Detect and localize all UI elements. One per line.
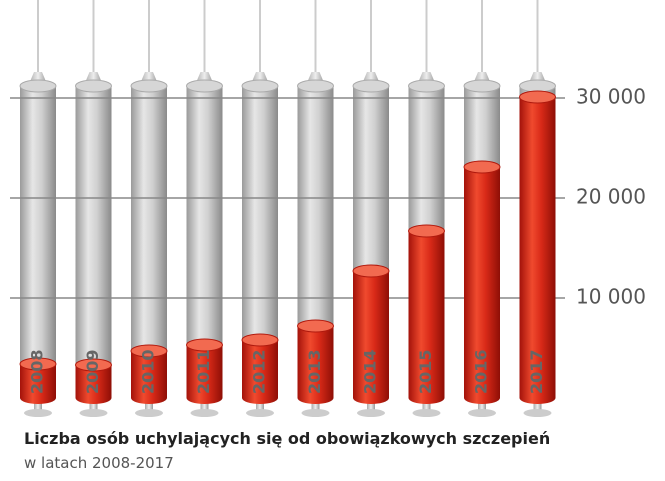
x-tick-label: 2016: [472, 349, 491, 394]
bar-top: [19, 357, 57, 371]
bar-top: [297, 319, 334, 333]
bar-top: [463, 160, 501, 174]
bar: [464, 167, 500, 404]
tube: [20, 86, 56, 398]
bar: [297, 326, 334, 404]
bar: [242, 340, 278, 404]
tube-top: [519, 79, 556, 93]
x-tick-label: 2009: [83, 349, 102, 394]
x-tick-label: 2015: [416, 349, 435, 394]
foot: [468, 409, 496, 417]
foot: [301, 409, 330, 417]
x-tick-label: 2017: [527, 349, 546, 394]
tube-top: [297, 79, 334, 93]
bar: [186, 345, 223, 404]
bar: [20, 364, 56, 404]
foot: [24, 409, 52, 417]
foot: [135, 409, 163, 417]
tube-top: [130, 79, 168, 93]
stand: [200, 398, 209, 412]
y-tick-label: 10 000: [576, 285, 646, 309]
x-tick-label: 2013: [305, 349, 324, 394]
stand: [145, 398, 153, 412]
y-tick-label: 20 000: [576, 185, 646, 209]
bar: [353, 271, 389, 404]
stand: [478, 398, 486, 412]
stand: [311, 398, 320, 412]
foot: [246, 409, 274, 417]
chart-subtitle: w latach 2008-2017: [24, 454, 174, 472]
x-tick-label: 2008: [28, 349, 47, 394]
bar: [519, 97, 556, 404]
bar-top: [352, 264, 390, 278]
chart-title: Liczba osób uchylających się od obowiązk…: [24, 429, 550, 448]
foot: [357, 409, 385, 417]
stand: [34, 398, 42, 412]
foot: [79, 409, 108, 417]
bar-top: [241, 333, 279, 347]
tube-top: [352, 79, 390, 93]
tube-top: [463, 79, 501, 93]
bars: 2008 2009 2010 2011 2012 2013 2014 2015 2016 2017: [19, 90, 556, 404]
bar-top: [186, 338, 223, 352]
bar: [131, 351, 167, 404]
tube-top: [186, 79, 223, 93]
tube-top: [408, 79, 445, 93]
bar-top: [519, 90, 556, 104]
bar: [408, 231, 445, 404]
stand: [533, 398, 542, 412]
foot: [523, 409, 552, 417]
foot: [190, 409, 219, 417]
stand: [367, 398, 375, 412]
x-tick-label: 2010: [139, 349, 158, 394]
tube-top: [19, 79, 57, 93]
y-tick-label: 30 000: [576, 85, 646, 109]
x-tick-label: 2011: [194, 349, 213, 394]
bar-top: [130, 344, 168, 358]
stand: [89, 398, 98, 412]
tube-top: [241, 79, 279, 93]
stand: [256, 398, 264, 412]
bar-top: [408, 224, 445, 238]
x-tick-label: 2014: [361, 349, 380, 394]
grid: 10 000 20 000 30 000: [10, 85, 646, 309]
stand: [422, 398, 431, 412]
foot: [412, 409, 441, 417]
bar: [75, 365, 112, 404]
bar-top: [75, 358, 112, 372]
x-tick-label: 2012: [250, 349, 269, 394]
tube-top: [75, 79, 112, 93]
tube: [75, 86, 112, 398]
